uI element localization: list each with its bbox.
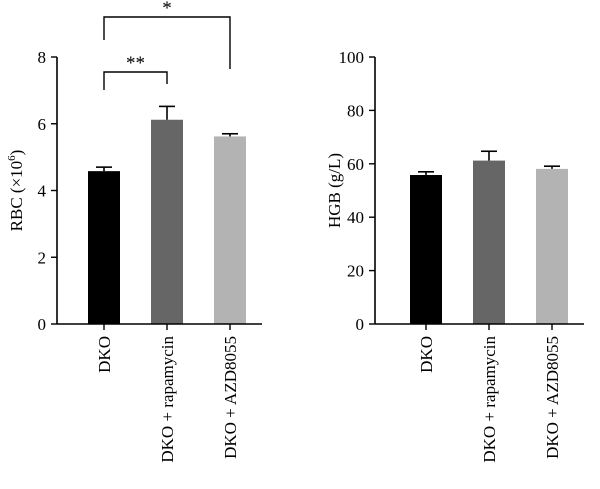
bar-1: [410, 175, 442, 324]
y-tick-label: 20: [347, 262, 364, 281]
y-tick-label: 4: [38, 182, 47, 201]
bar-2: [151, 119, 183, 325]
category-label: DKO + rapamycin: [480, 336, 499, 463]
y-tick-label: 40: [347, 208, 364, 227]
y-tick-label: 0: [38, 315, 47, 334]
significance-label: *: [162, 0, 172, 19]
y-tick-label: 0: [356, 315, 365, 334]
category-label: DKO: [417, 336, 436, 373]
y-tick-label: 2: [38, 248, 47, 267]
category-label: DKO + rapamycin: [158, 336, 177, 463]
hgb-panel: 0 20 40 60 80 100 DKO DKO + rapamycin DKO + AZD8…: [325, 48, 584, 463]
bar-3: [214, 136, 246, 324]
y-tick-label: 6: [38, 115, 47, 134]
y-axis-title: HGB (g/L): [325, 153, 344, 228]
rbc-panel: 0 2 4 6 8 DKO DKO + rapamycin DKO + AZD8055 RBC …: [6, 0, 262, 463]
category-label: DKO + AZD8055: [221, 336, 240, 459]
bar-2: [473, 160, 505, 324]
y-tick-label: 8: [38, 48, 47, 67]
category-label: DKO + AZD8055: [543, 336, 562, 459]
category-label: DKO: [95, 336, 114, 373]
significance-label: **: [126, 53, 145, 74]
bar-3: [536, 168, 568, 324]
y-tick-label: 100: [339, 48, 365, 67]
y-tick-label: 60: [347, 155, 364, 174]
y-axis-title: RBC (×106): [6, 150, 26, 232]
y-tick-label: 80: [347, 101, 364, 120]
significance-bracket: [103, 71, 168, 90]
bar-1: [88, 171, 120, 324]
significance-bracket: [103, 16, 231, 69]
